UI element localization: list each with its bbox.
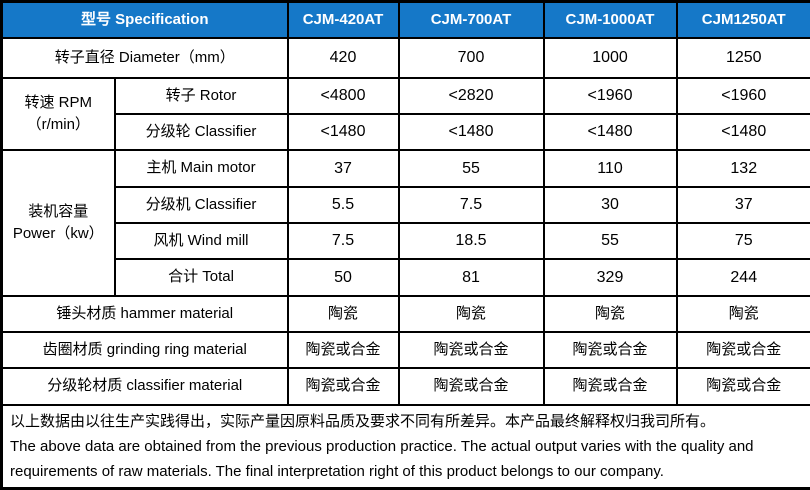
value-rpm-classifier-1250at: <1480 (675, 113, 810, 152)
model-header-cjm-420at: CJM-420AT (286, 0, 400, 40)
value-main-motor-1000at: 110 (542, 149, 678, 188)
value-diameter-420at: 420 (286, 37, 400, 79)
value-wind-mill-420at: 7.5 (286, 222, 400, 261)
row-classifier-material: 分级轮材质 classifier material 陶瓷或合金 陶瓷或合金 陶瓷… (0, 367, 810, 406)
value-diameter-1250at: 1250 (675, 37, 810, 79)
row-label-rpm-classifier: 分级轮 Classifier (113, 113, 289, 152)
value-rotor-420at: <4800 (286, 76, 400, 116)
value-rpm-classifier-420at: <1480 (286, 113, 400, 152)
value-rotor-700at: <2820 (397, 76, 545, 116)
group-label-rpm: 转速 RPM （r/min） (0, 76, 116, 152)
model-header-cjm-1000at: CJM-1000AT (542, 0, 678, 40)
footnote-cell: 以上数据由以往生产实践得出，实际产量因原料品质及要求不同有所差异。本产品最终解释… (0, 403, 810, 490)
row-label-main-motor: 主机 Main motor (113, 149, 289, 188)
value-power-classifier-700at: 7.5 (397, 185, 545, 225)
row-power-wind-mill: 风机 Wind mill 7.5 18.5 55 75 (2, 222, 810, 261)
row-label-power-classifier: 分级机 Classifier (113, 185, 289, 225)
row-label-grinding-ring-material: 齿圈材质 grinding ring material (0, 331, 289, 370)
row-power-total: 合计 Total 50 81 329 244 (2, 258, 810, 297)
value-diameter-700at: 700 (397, 37, 545, 79)
value-classifier-material-1250at: 陶瓷或合金 (675, 367, 810, 406)
row-footnote: 以上数据由以往生产实践得出，实际产量因原料品质及要求不同有所差异。本产品最终解释… (0, 403, 810, 490)
value-hammer-1000at: 陶瓷 (542, 294, 678, 334)
rpm-label-line1: 转速 RPM (24, 93, 92, 111)
row-diameter: 转子直径 Diameter（mm） 420 700 1000 1250 (0, 37, 810, 79)
value-hammer-420at: 陶瓷 (286, 294, 400, 334)
value-total-420at: 50 (286, 258, 400, 297)
value-rotor-1000at: <1960 (542, 76, 678, 116)
footnote-text-zh: 以上数据由以往生产实践得出，实际产量因原料品质及要求不同有所差异。本产品最终解释… (10, 412, 716, 430)
row-rpm-rotor: 转速 RPM （r/min） 转子 Rotor <4800 <2820 <196… (0, 76, 810, 152)
row-label-total: 合计 Total (113, 258, 289, 297)
model-header-cjm-700at: CJM-700AT (397, 0, 545, 40)
value-rpm-classifier-1000at: <1480 (542, 113, 678, 152)
value-wind-mill-1250at: 75 (675, 222, 810, 261)
row-label-classifier-material: 分级轮材质 classifier material (0, 367, 289, 406)
table-header-row: 型号 Specification CJM-420AT CJM-700AT CJM… (0, 0, 810, 40)
value-grinding-ring-700at: 陶瓷或合金 (397, 331, 545, 370)
group-label-power: 装机容量 Power（kw） (0, 149, 116, 297)
power-label-line2: Power（kw） (12, 225, 104, 243)
power-label-line1: 装机容量 (28, 202, 89, 220)
value-grinding-ring-1250at: 陶瓷或合金 (675, 331, 810, 370)
value-classifier-material-420at: 陶瓷或合金 (286, 367, 400, 406)
row-grinding-ring-material: 齿圈材质 grinding ring material 陶瓷或合金 陶瓷或合金 … (0, 331, 810, 370)
value-power-classifier-420at: 5.5 (286, 185, 400, 225)
row-label-diameter: 转子直径 Diameter（mm） (0, 37, 289, 79)
value-total-1250at: 244 (675, 258, 810, 297)
value-diameter-1000at: 1000 (542, 37, 678, 79)
value-total-1000at: 329 (542, 258, 678, 297)
row-label-hammer-material: 锤头材质 hammer material (0, 294, 289, 334)
value-hammer-700at: 陶瓷 (397, 294, 545, 334)
value-main-motor-420at: 37 (286, 149, 400, 188)
row-power-classifier: 分级机 Classifier 5.5 7.5 30 37 (2, 185, 810, 225)
value-grinding-ring-1000at: 陶瓷或合金 (542, 331, 678, 370)
value-total-700at: 81 (397, 258, 545, 297)
spec-header-cell: 型号 Specification (0, 0, 289, 40)
value-classifier-material-700at: 陶瓷或合金 (397, 367, 545, 406)
value-main-motor-1250at: 132 (675, 149, 810, 188)
value-wind-mill-1000at: 55 (542, 222, 678, 261)
value-wind-mill-700at: 18.5 (397, 222, 545, 261)
row-label-rotor: 转子 Rotor (113, 76, 289, 116)
model-header-cjm1250at: CJM1250AT (675, 0, 810, 40)
value-power-classifier-1250at: 37 (675, 185, 810, 225)
row-hammer-material: 锤头材质 hammer material 陶瓷 陶瓷 陶瓷 陶瓷 (0, 294, 810, 334)
rpm-label-line2: （r/min） (26, 116, 90, 134)
value-classifier-material-1000at: 陶瓷或合金 (542, 367, 678, 406)
row-label-wind-mill: 风机 Wind mill (113, 222, 289, 261)
row-power-main-motor: 装机容量 Power（kw） 主机 Main motor 37 55 110 1… (0, 149, 810, 297)
value-rpm-classifier-700at: <1480 (397, 113, 545, 152)
value-power-classifier-1000at: 30 (542, 185, 678, 225)
value-hammer-1250at: 陶瓷 (675, 294, 810, 334)
row-rpm-classifier: 分级轮 Classifier <1480 <1480 <1480 <1480 (2, 113, 810, 152)
value-main-motor-700at: 55 (397, 149, 545, 188)
value-grinding-ring-420at: 陶瓷或合金 (286, 331, 400, 370)
footnote-text-en: The above data are obtained from the pre… (10, 437, 754, 480)
value-rotor-1250at: <1960 (675, 76, 810, 116)
